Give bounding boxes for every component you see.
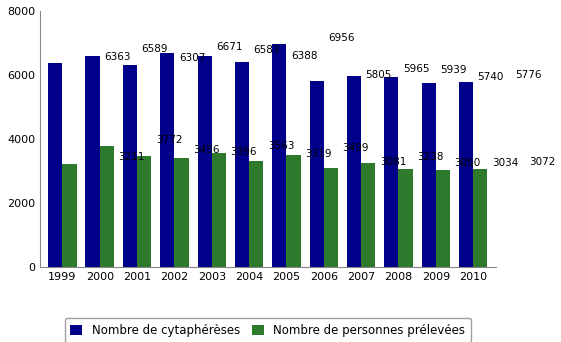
Bar <box>48 63 62 267</box>
Bar <box>398 169 413 267</box>
Text: 3072: 3072 <box>529 157 555 167</box>
Bar <box>473 169 488 267</box>
Bar <box>310 81 324 267</box>
Text: 3081: 3081 <box>380 157 406 167</box>
Text: 6956: 6956 <box>328 33 355 43</box>
Bar <box>459 82 473 267</box>
Text: 6671: 6671 <box>216 42 243 52</box>
Bar <box>62 164 76 267</box>
Text: 3034: 3034 <box>492 158 518 168</box>
Text: 3050: 3050 <box>454 158 481 168</box>
Bar <box>249 161 263 267</box>
Text: 5740: 5740 <box>477 71 504 82</box>
Text: 3319: 3319 <box>305 149 332 159</box>
Bar <box>85 56 100 267</box>
Text: 3563: 3563 <box>268 141 295 151</box>
Bar <box>384 77 398 267</box>
Text: 3499: 3499 <box>342 143 369 153</box>
Text: 3211: 3211 <box>118 153 145 162</box>
Text: 5805: 5805 <box>366 69 392 80</box>
Text: 6363: 6363 <box>104 52 131 62</box>
Text: 5939: 5939 <box>440 65 467 75</box>
Bar <box>272 44 287 267</box>
Text: 6388: 6388 <box>291 51 318 61</box>
Bar <box>422 83 436 267</box>
Text: 6583: 6583 <box>254 45 280 55</box>
Text: 3456: 3456 <box>193 145 219 155</box>
Text: 5965: 5965 <box>403 64 430 75</box>
Bar <box>197 56 211 267</box>
Text: 3396: 3396 <box>231 147 257 157</box>
Bar <box>287 155 301 267</box>
Bar <box>123 65 137 267</box>
Text: 3238: 3238 <box>417 152 444 162</box>
Bar <box>235 63 249 267</box>
Bar <box>436 170 450 267</box>
Legend: Nombre de cytaphérèses, Nombre de personnes prélevées: Nombre de cytaphérèses, Nombre de person… <box>65 318 471 342</box>
Bar <box>211 153 226 267</box>
Bar <box>324 168 338 267</box>
Bar <box>361 163 375 267</box>
Text: 6307: 6307 <box>179 53 205 64</box>
Text: 6589: 6589 <box>141 44 168 54</box>
Bar <box>100 146 114 267</box>
Bar <box>137 156 151 267</box>
Bar <box>174 158 188 267</box>
Text: 5776: 5776 <box>515 70 541 80</box>
Text: 3772: 3772 <box>156 134 182 145</box>
Bar <box>160 53 174 267</box>
Bar <box>347 76 361 267</box>
